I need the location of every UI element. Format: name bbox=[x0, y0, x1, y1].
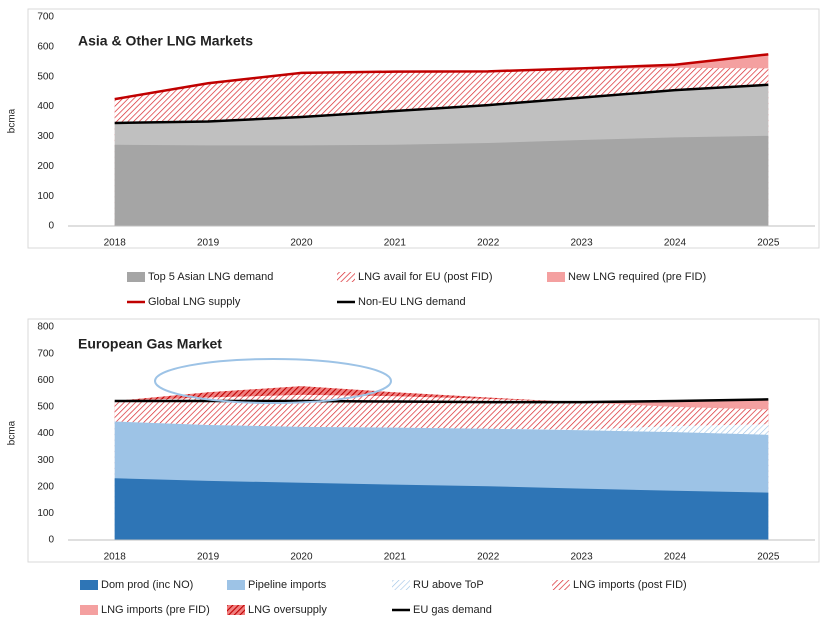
legend-swatch bbox=[80, 605, 98, 615]
area bbox=[114, 135, 769, 226]
x-tick-label: 2023 bbox=[570, 552, 593, 563]
y-tick-label: 100 bbox=[37, 191, 54, 202]
y-tick-label: 300 bbox=[37, 131, 54, 142]
area bbox=[114, 478, 769, 540]
legend-swatch bbox=[127, 272, 145, 282]
legend-label: Top 5 Asian LNG demand bbox=[148, 271, 273, 283]
x-tick-label: 2024 bbox=[664, 552, 687, 563]
legend-label: EU gas demand bbox=[413, 604, 492, 616]
x-tick-label: 2018 bbox=[104, 238, 127, 249]
y-tick-label: 200 bbox=[37, 161, 54, 172]
y-tick-label: 500 bbox=[37, 402, 54, 413]
y-tick-label: 600 bbox=[37, 375, 54, 386]
x-tick-label: 2024 bbox=[664, 238, 687, 249]
legend-swatch bbox=[392, 580, 410, 590]
legend-swatch bbox=[227, 580, 245, 590]
legend-swatch bbox=[547, 272, 565, 282]
y-tick-label: 800 bbox=[37, 322, 54, 333]
x-tick-label: 2021 bbox=[384, 552, 407, 563]
y-tick-label: 700 bbox=[37, 12, 54, 23]
line bbox=[114, 53, 769, 101]
y-axis-label: bcma bbox=[7, 420, 18, 445]
y-tick-label: 0 bbox=[48, 535, 54, 546]
chart-title: European Gas Market bbox=[78, 336, 222, 352]
chart-title: Asia & Other LNG Markets bbox=[78, 33, 253, 49]
y-tick-label: 200 bbox=[37, 481, 54, 492]
y-tick-label: 300 bbox=[37, 455, 54, 466]
x-tick-label: 2020 bbox=[290, 238, 313, 249]
highlight-ellipse bbox=[154, 358, 392, 404]
y-tick-label: 600 bbox=[37, 41, 54, 52]
legend-swatch bbox=[227, 605, 245, 615]
x-tick-label: 2022 bbox=[477, 238, 500, 249]
y-tick-label: 0 bbox=[48, 221, 54, 232]
legend-swatch bbox=[552, 580, 570, 590]
legend-label: Global LNG supply bbox=[148, 296, 241, 308]
legend-label: LNG avail for EU (post FID) bbox=[358, 271, 492, 283]
x-tick-label: 2018 bbox=[104, 552, 127, 563]
legend-label: Dom prod (inc NO) bbox=[101, 579, 193, 591]
x-tick-label: 2023 bbox=[570, 238, 593, 249]
line bbox=[114, 83, 769, 125]
y-tick-label: 700 bbox=[37, 348, 54, 359]
y-axis-label: bcma bbox=[7, 108, 18, 133]
x-tick-label: 2025 bbox=[757, 238, 780, 249]
y-tick-label: 500 bbox=[37, 71, 54, 82]
legend-label: Pipeline imports bbox=[248, 579, 327, 591]
plot-frame bbox=[27, 318, 820, 563]
legend-swatch bbox=[337, 272, 355, 282]
x-tick-label: 2020 bbox=[290, 552, 313, 563]
x-tick-label: 2025 bbox=[757, 552, 780, 563]
x-tick-label: 2019 bbox=[197, 238, 220, 249]
legend-label: Non-EU LNG demand bbox=[358, 296, 466, 308]
legend-swatch bbox=[80, 580, 98, 590]
legend-label: LNG imports (pre FID) bbox=[101, 604, 210, 616]
y-tick-label: 400 bbox=[37, 428, 54, 439]
plot-frame bbox=[27, 8, 820, 249]
y-tick-label: 100 bbox=[37, 508, 54, 519]
legend-label: New LNG required (pre FID) bbox=[568, 271, 706, 283]
x-tick-label: 2021 bbox=[384, 238, 407, 249]
y-tick-label: 400 bbox=[37, 101, 54, 112]
legend-label: LNG imports (post FID) bbox=[573, 579, 687, 591]
legend-label: RU above ToP bbox=[413, 579, 484, 591]
legend-label: LNG oversupply bbox=[248, 604, 327, 616]
x-tick-label: 2019 bbox=[197, 552, 220, 563]
x-tick-label: 2022 bbox=[477, 552, 500, 563]
